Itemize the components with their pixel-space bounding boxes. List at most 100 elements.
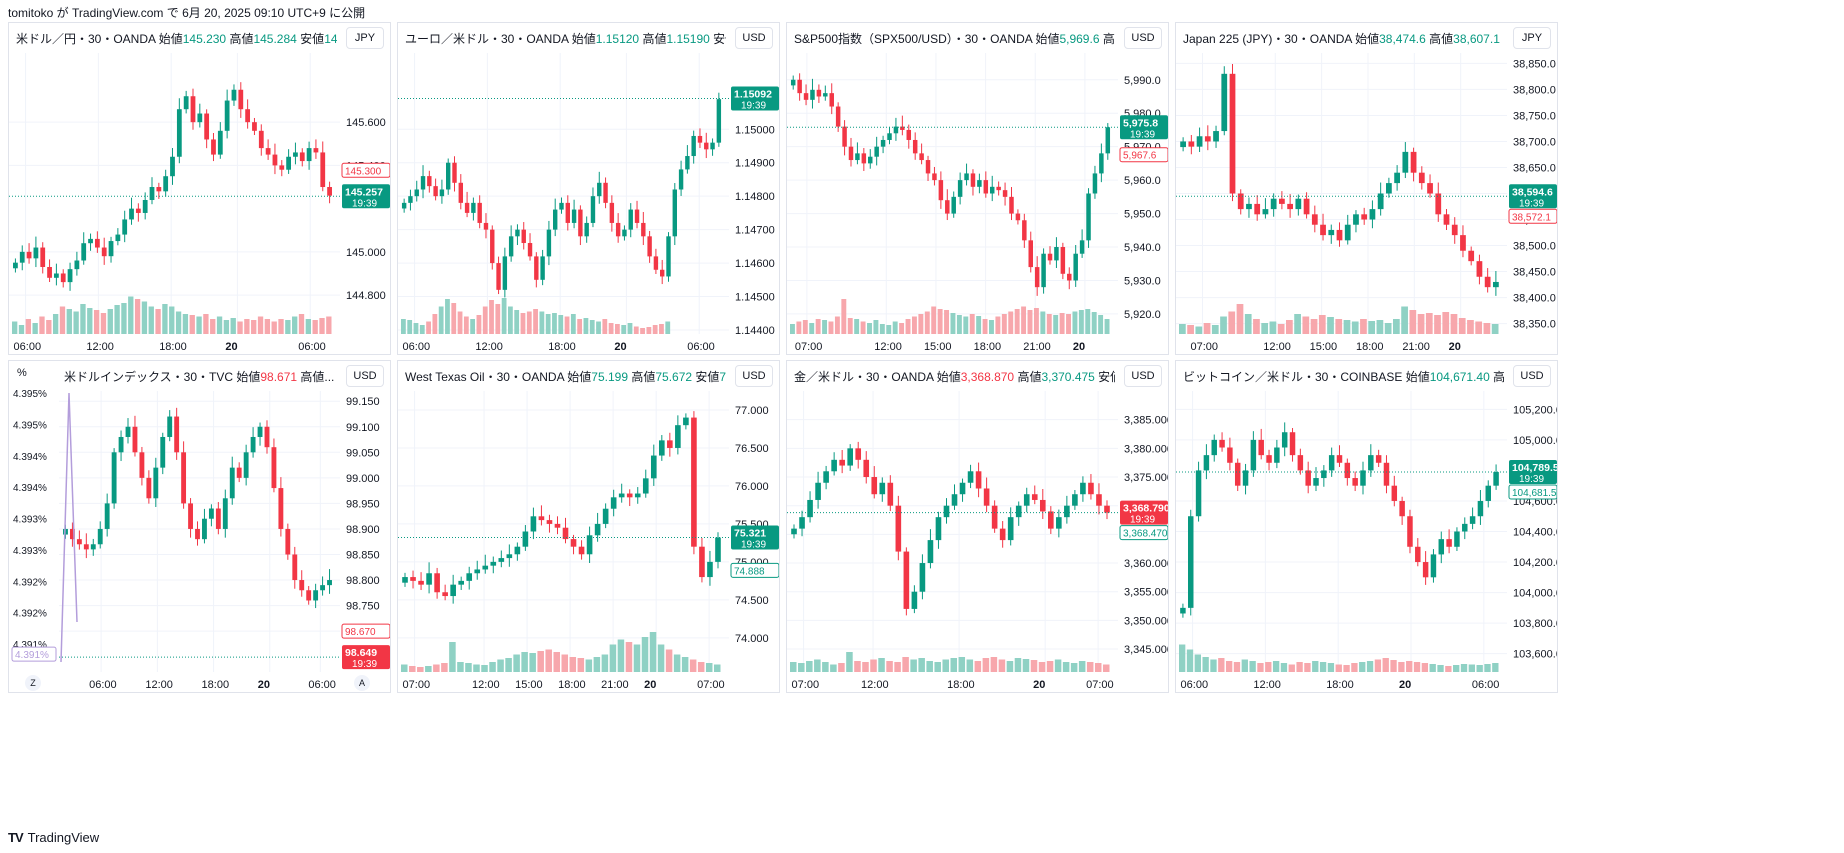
candle-body xyxy=(508,236,514,257)
candle-body xyxy=(868,156,873,164)
candle-body xyxy=(626,493,633,498)
reference-price-box: 5,967.6 xyxy=(1119,147,1168,163)
currency-button[interactable]: USD xyxy=(735,27,773,49)
chart-panel-wti[interactable]: 77.000 76.500 76.000 75.500 75.000 74.500 74.0… xyxy=(397,360,780,693)
volume-bar xyxy=(589,320,595,334)
candle-body xyxy=(618,493,625,498)
auto-scale-button[interactable]: A xyxy=(354,675,370,691)
x-axis-tick-label: 18:00 xyxy=(202,679,230,691)
candle-body xyxy=(1344,224,1351,241)
currency-button[interactable]: USD xyxy=(346,365,384,387)
volume-bar xyxy=(806,661,813,672)
y-axis-tick-label: 144.800 xyxy=(346,290,386,302)
volume-bar xyxy=(627,323,633,334)
candle-body xyxy=(861,153,867,164)
chart-svg[interactable]: 77.00076.50076.00075.50075.00074.50074.0… xyxy=(398,361,780,693)
chart-panel-xauusd[interactable]: 3,385.0003,380.0003,375.0003,370.0003,36… xyxy=(786,360,1169,693)
chart-title: 米ドルインデックス・30・TVC 始値98.671 高値... xyxy=(64,368,335,385)
volume-bar xyxy=(944,310,949,334)
chart-title: S&P500指数（SPX500/USD）・30・OANDA 始値5,969.6 … xyxy=(794,30,1115,47)
footer-branding[interactable]: TV TradingView xyxy=(8,826,99,848)
y-axis-tick-label: 38,350.0 xyxy=(1513,319,1556,331)
volume-bar xyxy=(886,325,892,334)
currency-button[interactable]: JPY xyxy=(346,27,384,49)
volume-bar xyxy=(974,661,982,672)
volume-bar xyxy=(87,308,93,334)
volume-bar xyxy=(196,316,202,334)
candle-body xyxy=(1086,193,1091,241)
candle-body xyxy=(464,202,470,213)
candle-body xyxy=(691,417,697,547)
candle-body xyxy=(546,229,552,257)
chart-svg[interactable]: 99.150 99.100 99.050 99.000 98.950 98.900 98.8… xyxy=(9,361,391,693)
candle-body xyxy=(559,202,564,210)
yield-overlay-line xyxy=(60,392,78,663)
candle-body xyxy=(222,498,228,529)
volume-bar xyxy=(1318,315,1326,334)
volume-bar xyxy=(1195,326,1203,334)
percent-scale-button[interactable]: % xyxy=(17,367,27,379)
chart-panel-dxy[interactable]: 99.150 99.100 99.050 99.000 98.950 98.900 98.8… xyxy=(8,360,391,693)
currency-button[interactable]: USD xyxy=(1124,27,1162,49)
reference-price-box: 74.888 xyxy=(730,562,779,578)
candle-body xyxy=(208,508,214,519)
candle-body xyxy=(538,516,545,521)
volume-bar xyxy=(1008,311,1014,334)
candle-body xyxy=(554,523,561,528)
volume-bar xyxy=(990,657,998,672)
volume-bar xyxy=(633,326,639,334)
volume-bar xyxy=(1384,323,1392,334)
chart-panel-btcusd[interactable]: 105,200.00105,000.00104,600.00104,400.00… xyxy=(1175,360,1558,693)
chart-svg[interactable]: 3,385.0003,380.0003,375.0003,370.0003,36… xyxy=(787,361,1169,693)
countdown-time: 19:39 xyxy=(1130,515,1155,526)
currency-button[interactable]: USD xyxy=(1124,365,1162,387)
volume-bar xyxy=(441,663,448,672)
zoom-button[interactable]: Z xyxy=(25,675,41,691)
candle-body xyxy=(229,467,235,499)
volume-bar xyxy=(1421,663,1429,672)
currency-button[interactable]: JPY xyxy=(1513,27,1551,49)
symbol-name: Japan 225 (JPY)・30・OANDA xyxy=(1183,32,1352,46)
volume-bar xyxy=(608,323,614,334)
chart-panel-jp225[interactable]: 38,850.0 38,800.0 38,750.0 38,700.0 38,650.0… xyxy=(1175,22,1558,355)
reference-price-box: 3,368.470 xyxy=(1119,525,1168,541)
low-label: 安値... xyxy=(713,32,726,46)
volume-bar xyxy=(409,666,416,672)
volume-bar xyxy=(470,319,476,334)
currency-button[interactable]: USD xyxy=(1513,365,1551,387)
volume-bar xyxy=(476,315,482,334)
volume-bar xyxy=(1040,311,1046,334)
x-axis-tick-label: 18:00 xyxy=(947,679,975,691)
x-axis-tick-label: 06:00 xyxy=(89,679,117,691)
volume-bar xyxy=(473,664,480,672)
chart-svg[interactable]: 145.600145.400145.000144.80006:0012:0018… xyxy=(9,23,391,355)
volume-bar xyxy=(497,659,504,672)
candle-body xyxy=(666,236,671,277)
volume-bar xyxy=(1475,321,1483,334)
volume-bar xyxy=(558,315,564,334)
chart-svg[interactable]: 38,850.0 38,800.0 38,750.0 38,700.0 38,650.0… xyxy=(1176,23,1558,355)
chart-svg[interactable]: 105,200.00105,000.00104,600.00104,400.00… xyxy=(1176,361,1558,693)
candle-body xyxy=(1047,253,1053,261)
volume-bar xyxy=(1210,659,1217,672)
currency-button[interactable]: USD xyxy=(735,365,773,387)
chart-panel-eurusd[interactable]: 1.15000 1.14900 1.14800 1.14700 1.14600 1.145… xyxy=(397,22,780,355)
chart-svg[interactable]: 1.15000 1.14900 1.14800 1.14700 1.14600 1.145… xyxy=(398,23,780,355)
volume-bar xyxy=(489,662,496,672)
candle-body xyxy=(299,580,305,591)
volume-bar xyxy=(982,658,990,672)
candle-body xyxy=(983,488,990,506)
volume-bar xyxy=(1220,316,1227,334)
volume-bar xyxy=(501,298,507,334)
chart-panel-spx[interactable]: 5,990.05,980.05,970.05,960.05,950.05,940… xyxy=(786,22,1169,355)
chart-svg[interactable]: 5,990.05,980.05,970.05,960.05,950.05,940… xyxy=(787,23,1169,355)
chart-panel-usdjpy[interactable]: 145.600145.400145.000144.80006:0012:0018… xyxy=(8,22,391,355)
candle-body xyxy=(1454,531,1460,547)
volume-bar xyxy=(100,313,107,334)
volume-bar xyxy=(1296,662,1303,672)
candle-body xyxy=(641,222,646,237)
x-axis-tick-label: 12:00 xyxy=(475,341,503,353)
candle-body xyxy=(983,180,989,194)
candle-body xyxy=(250,436,256,453)
candle-body xyxy=(279,165,285,170)
